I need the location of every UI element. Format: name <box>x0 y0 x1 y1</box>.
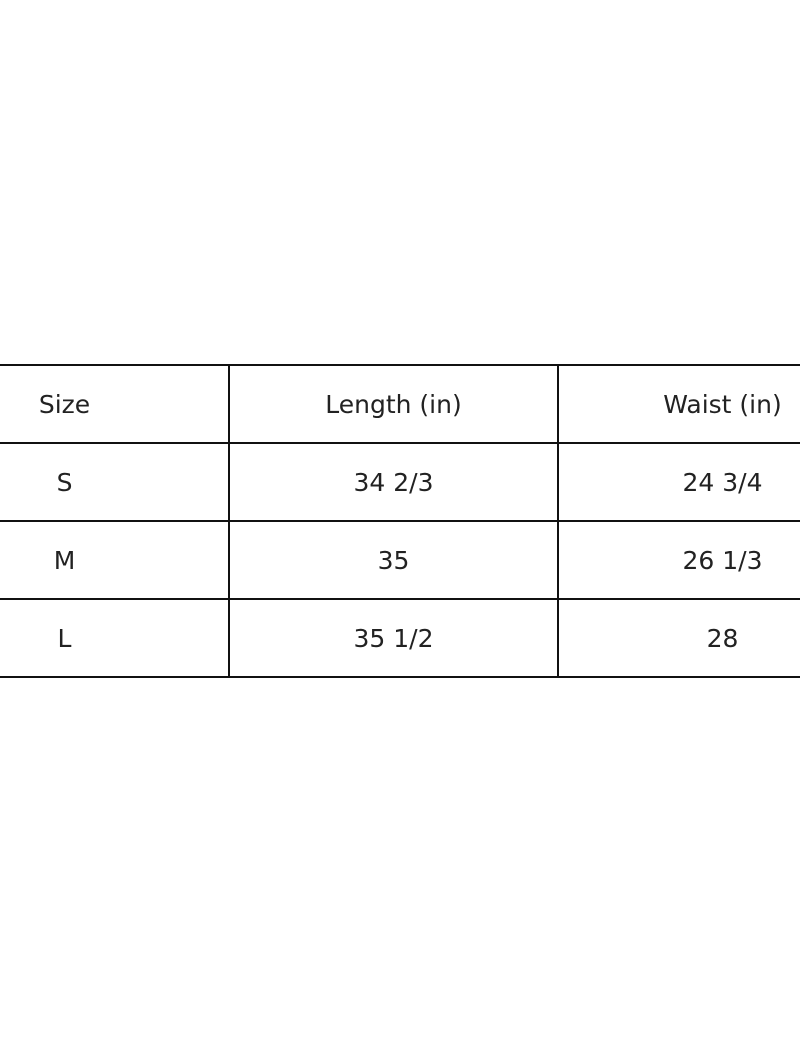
cell-waist: 24 3/4 <box>557 442 800 522</box>
cell-waist: 26 1/3 <box>557 520 800 600</box>
table-row: L 35 1/2 28 <box>0 598 800 678</box>
cell-length: 35 <box>228 520 559 600</box>
cell-length: 35 1/2 <box>228 598 559 678</box>
size-chart-table: Size Length (in) Waist (in) S 34 2/3 24 … <box>0 364 800 678</box>
header-size: Size <box>0 364 230 444</box>
cell-size: S <box>0 442 230 522</box>
header-waist: Waist (in) <box>557 364 800 444</box>
cell-length: 34 2/3 <box>228 442 559 522</box>
cell-size: M <box>0 520 230 600</box>
table-header-row: Size Length (in) Waist (in) <box>0 364 800 444</box>
table-row: S 34 2/3 24 3/4 <box>0 442 800 522</box>
cell-size: L <box>0 598 230 678</box>
header-length: Length (in) <box>228 364 559 444</box>
table-row: M 35 26 1/3 <box>0 520 800 600</box>
cell-waist: 28 <box>557 598 800 678</box>
